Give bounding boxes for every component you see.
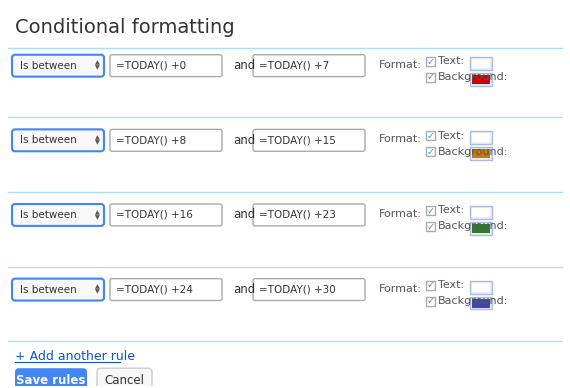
Text: ▲: ▲ (95, 285, 100, 289)
Bar (426, 132, 435, 140)
FancyBboxPatch shape (253, 55, 365, 76)
Text: ▼: ▼ (95, 140, 100, 145)
FancyBboxPatch shape (12, 55, 104, 76)
Bar (426, 206, 435, 215)
Text: ✓: ✓ (426, 222, 434, 232)
Text: Text:: Text: (438, 56, 464, 66)
Text: Is between: Is between (20, 210, 77, 220)
Bar (470, 296, 492, 310)
Text: ▲: ▲ (95, 135, 100, 140)
FancyBboxPatch shape (12, 129, 104, 151)
Bar (470, 132, 492, 144)
Text: ✓: ✓ (426, 73, 434, 82)
FancyBboxPatch shape (110, 204, 222, 226)
Text: Background:: Background: (438, 147, 508, 157)
Bar (472, 224, 490, 233)
Text: Is between: Is between (20, 135, 77, 146)
Text: Background:: Background: (438, 296, 508, 306)
Text: =TODAY() +15: =TODAY() +15 (259, 135, 336, 146)
Text: Format:: Format: (379, 209, 422, 219)
Text: ✓: ✓ (426, 147, 434, 157)
Text: Is between: Is between (20, 284, 77, 294)
Bar (472, 74, 490, 83)
Text: =TODAY() +0: =TODAY() +0 (116, 61, 186, 71)
Bar (470, 222, 492, 235)
Bar (472, 149, 490, 158)
Text: =TODAY() +8: =TODAY() +8 (116, 135, 186, 146)
Text: and: and (233, 134, 255, 147)
Text: ▼: ▼ (95, 215, 100, 220)
Bar (426, 57, 435, 66)
Text: ✓: ✓ (426, 206, 434, 216)
Bar (470, 281, 492, 294)
Text: and: and (233, 59, 255, 72)
Text: Format:: Format: (379, 134, 422, 144)
Bar (472, 282, 490, 291)
Text: Cancel: Cancel (104, 374, 145, 387)
Text: + Add another rule: + Add another rule (15, 350, 135, 363)
Text: ▲: ▲ (95, 210, 100, 215)
Bar (426, 296, 435, 305)
Text: Is between: Is between (20, 61, 77, 71)
Text: Background:: Background: (438, 72, 508, 82)
Text: =TODAY() +24: =TODAY() +24 (116, 284, 193, 294)
Text: =TODAY() +7: =TODAY() +7 (259, 61, 329, 71)
Text: and: and (233, 208, 255, 222)
FancyBboxPatch shape (110, 55, 222, 76)
Bar (472, 133, 490, 142)
Bar (472, 298, 490, 308)
FancyBboxPatch shape (253, 279, 365, 301)
Text: ✓: ✓ (426, 131, 434, 141)
Text: Format:: Format: (379, 60, 422, 70)
Text: ▼: ▼ (95, 66, 100, 71)
Text: ✓: ✓ (426, 57, 434, 66)
Text: Save rules: Save rules (17, 374, 86, 387)
Text: Background:: Background: (438, 222, 508, 231)
FancyBboxPatch shape (253, 129, 365, 151)
Text: Format:: Format: (379, 284, 422, 294)
Bar (470, 57, 492, 70)
Bar (472, 59, 490, 68)
FancyBboxPatch shape (12, 279, 104, 301)
Text: Text:: Text: (438, 206, 464, 215)
Bar (470, 73, 492, 86)
FancyBboxPatch shape (15, 368, 87, 388)
Text: ✓: ✓ (426, 296, 434, 307)
Bar (426, 281, 435, 289)
Text: ✓: ✓ (426, 281, 434, 290)
Text: Text:: Text: (438, 280, 464, 290)
Text: ▲: ▲ (95, 61, 100, 66)
Text: =TODAY() +16: =TODAY() +16 (116, 210, 193, 220)
Text: Text:: Text: (438, 131, 464, 141)
Bar (470, 206, 492, 219)
Bar (472, 208, 490, 217)
Bar (426, 222, 435, 231)
FancyBboxPatch shape (110, 279, 222, 301)
FancyBboxPatch shape (110, 129, 222, 151)
FancyBboxPatch shape (12, 204, 104, 226)
Bar (426, 73, 435, 81)
Bar (426, 147, 435, 156)
FancyBboxPatch shape (253, 204, 365, 226)
FancyBboxPatch shape (97, 368, 152, 388)
Text: =TODAY() +30: =TODAY() +30 (259, 284, 336, 294)
Text: ▼: ▼ (95, 289, 100, 294)
Text: and: and (233, 283, 255, 296)
Bar (470, 147, 492, 160)
Text: Conditional formatting: Conditional formatting (15, 18, 235, 37)
Text: =TODAY() +23: =TODAY() +23 (259, 210, 336, 220)
